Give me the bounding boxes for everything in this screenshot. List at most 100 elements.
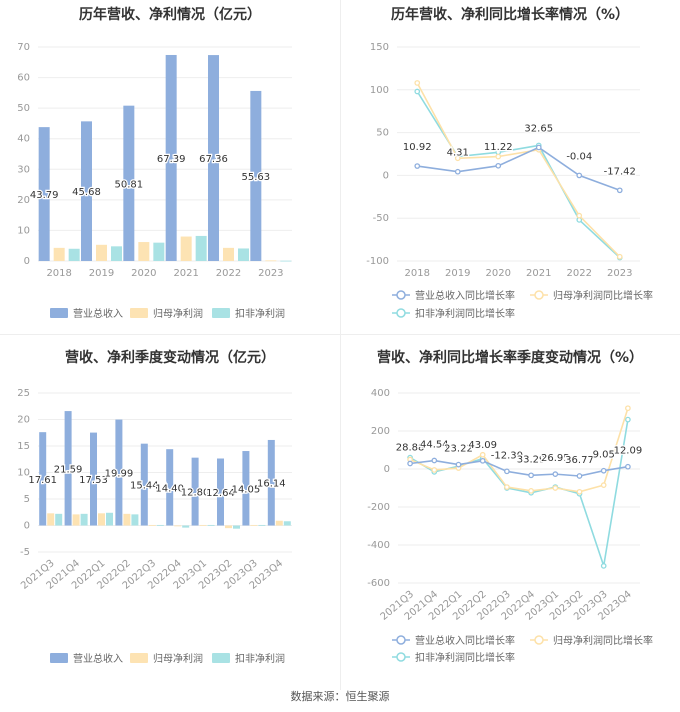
bar-revenue	[242, 451, 250, 526]
bar-net-profit	[199, 524, 207, 526]
data-label: 50.81	[115, 179, 144, 190]
panel-annual-bar: 历年营收、净利情况（亿元） 0 10 20 30 40 50 60 70 2018 2019 202…	[0, 0, 340, 334]
panel-quarterly-growth: 营收、净利同比增长率季度变动情况（%） -600 -400 -200 0 200 400 2…	[340, 335, 680, 685]
data-point	[576, 473, 583, 479]
bar-net-profit	[47, 513, 55, 526]
legend-label: 营业总收入同比增长率	[415, 289, 515, 302]
data-label: 67.36	[199, 154, 228, 165]
bar-revenue	[64, 411, 72, 526]
data-point	[414, 80, 421, 86]
x-tick-label: 2023	[607, 268, 632, 279]
data-point	[576, 212, 583, 219]
legend-marker	[396, 635, 406, 645]
y-tick-label: -50	[373, 213, 389, 224]
bar-net-profit	[98, 513, 105, 526]
bar-net-profit	[223, 247, 234, 261]
data-point	[528, 472, 534, 479]
bar-deducted-profit	[182, 525, 190, 528]
y-tick-label: 40	[17, 134, 30, 145]
data-point	[504, 468, 510, 475]
data-label: 12.64	[206, 488, 235, 499]
data-label: 43.09	[468, 440, 497, 451]
y-tick-label: 0	[384, 464, 390, 475]
data-point	[454, 168, 461, 175]
bar-revenue	[81, 121, 92, 261]
bar-deducted-profit	[68, 248, 80, 261]
horizontal-separator	[0, 334, 680, 335]
bar-deducted-profit	[195, 235, 207, 261]
data-label: 16.14	[257, 479, 286, 490]
data-point	[495, 162, 502, 169]
data-label: 10.92	[403, 142, 432, 153]
x-tick-label: 2022	[216, 268, 241, 279]
bar-net-profit	[72, 514, 80, 526]
y-tick-label: 200	[371, 426, 390, 437]
legend-label: 扣非净利润同比增长率	[415, 307, 515, 320]
legend-swatch	[212, 653, 230, 663]
bar-net-profit	[174, 525, 182, 527]
data-point	[552, 471, 559, 477]
bar-deducted-profit	[233, 525, 240, 529]
legend-marker	[396, 652, 406, 662]
legend-marker	[534, 290, 544, 300]
data-point	[625, 463, 631, 470]
data-point	[576, 488, 583, 495]
panel-quarterly-bar: 营收、净利季度变动情况（亿元） -5 0 5 10 15 20 25 2021Q3 2021Q4…	[0, 335, 340, 685]
data-label: 19.99	[105, 469, 134, 480]
x-tick-label: 2022	[567, 268, 592, 279]
bar-net-profit	[265, 260, 277, 262]
data-label: -12.30	[491, 450, 523, 461]
data-label: 28.88	[396, 443, 425, 454]
bar-deducted-profit	[153, 242, 165, 261]
data-label: 67.39	[157, 154, 186, 165]
y-tick-label: 400	[371, 388, 390, 399]
bar-deducted-profit	[156, 524, 164, 526]
bar-net-profit	[180, 236, 192, 261]
data-point	[504, 484, 510, 490]
annual-growth-chart: -100 -50 0 50 100 150 2018 2019 2020 2021 2022 2023…	[366, 42, 653, 320]
y-tick-label: -600	[367, 578, 390, 589]
bar-revenue	[191, 457, 199, 526]
bar-revenue	[166, 449, 174, 526]
legend-label: 归母净利润	[153, 652, 203, 665]
data-label: 14.40	[155, 483, 184, 494]
bar-deducted-profit	[258, 524, 266, 526]
bar-deducted-profit	[131, 514, 139, 526]
y-tick-label: 0	[383, 170, 389, 181]
data-label: 21.59	[54, 464, 83, 475]
data-label: 33.29	[517, 454, 546, 465]
data-label: 17.61	[28, 475, 57, 486]
data-label: 15.44	[130, 481, 159, 492]
data-point	[479, 457, 486, 464]
vertical-separator	[340, 0, 341, 690]
data-point	[625, 416, 631, 423]
y-tick-label: 100	[370, 85, 389, 96]
y-tick-label: 50	[17, 103, 30, 114]
data-point	[616, 253, 623, 260]
bar-deducted-profit	[55, 513, 63, 526]
data-point	[431, 467, 438, 473]
bar-revenue	[165, 54, 177, 261]
legend-label: 扣非净利润	[235, 307, 285, 320]
x-tick-label: 2018	[405, 268, 430, 279]
y-tick-label: -200	[367, 502, 390, 513]
bar-deducted-profit	[238, 248, 249, 261]
data-point	[455, 461, 462, 468]
x-tick-label: 2020	[486, 268, 511, 279]
y-tick-label: -400	[367, 540, 390, 551]
y-tick-label: 10	[17, 468, 30, 479]
chart-title: 历年营收、净利情况（亿元）	[79, 7, 261, 23]
data-label: 23.22	[444, 444, 473, 455]
legend-label: 营业总收入	[73, 652, 123, 665]
annual-revenue-profit-chart: 0 10 20 30 40 50 60 70 2018 2019 2020 2021 2022 2023 4…	[17, 42, 292, 320]
data-label: -0.04	[566, 151, 592, 162]
y-tick-label: 25	[17, 388, 30, 399]
legend-marker	[396, 308, 406, 318]
data-point	[495, 153, 502, 160]
legend-swatch	[50, 653, 68, 663]
bar-deducted-profit	[111, 246, 122, 261]
y-tick-label: -100	[366, 256, 389, 267]
series-line	[416, 91, 621, 259]
bar-revenue	[250, 90, 262, 261]
data-point	[454, 155, 461, 162]
